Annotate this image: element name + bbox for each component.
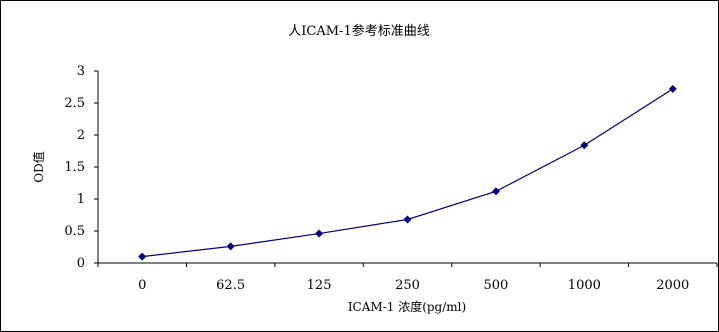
data-point xyxy=(491,187,500,196)
y-tick-label: 2.5 xyxy=(64,96,85,111)
data-point xyxy=(138,252,147,261)
x-tick-label: 0 xyxy=(138,278,146,293)
axes xyxy=(94,70,718,267)
data-point xyxy=(226,242,235,251)
y-tick-label: 0 xyxy=(77,256,85,271)
y-tick-label: 3 xyxy=(77,64,85,79)
x-tick-label: 500 xyxy=(484,278,509,293)
series-line xyxy=(142,88,674,258)
data-point xyxy=(580,141,589,150)
x-tick-label: 62.5 xyxy=(216,278,245,293)
y-tick-label: 1.5 xyxy=(64,160,85,175)
chart-title: 人ICAM-1参考标准曲线 xyxy=(288,23,429,39)
x-tick-label: 250 xyxy=(395,278,420,293)
x-tick-label: 125 xyxy=(307,278,332,293)
x-tick-label: 1000 xyxy=(568,278,601,293)
y-axis-label: OD值 xyxy=(31,151,46,182)
tick-labels: 0 0.5 1 1.5 2 2.5 3 0 62.5 125 250 500 1000 2000 xyxy=(64,64,689,293)
data-point xyxy=(315,229,324,238)
data-point xyxy=(668,84,677,93)
y-tick-label: 2 xyxy=(77,128,85,143)
x-axis-label: ICAM-1 浓度(pg/ml) xyxy=(348,299,466,314)
y-tick-label: 1 xyxy=(77,192,85,207)
y-tick-label: 0.5 xyxy=(64,224,85,239)
series-group xyxy=(138,84,677,261)
x-tick-label: 2000 xyxy=(656,278,689,293)
data-point xyxy=(403,215,412,224)
